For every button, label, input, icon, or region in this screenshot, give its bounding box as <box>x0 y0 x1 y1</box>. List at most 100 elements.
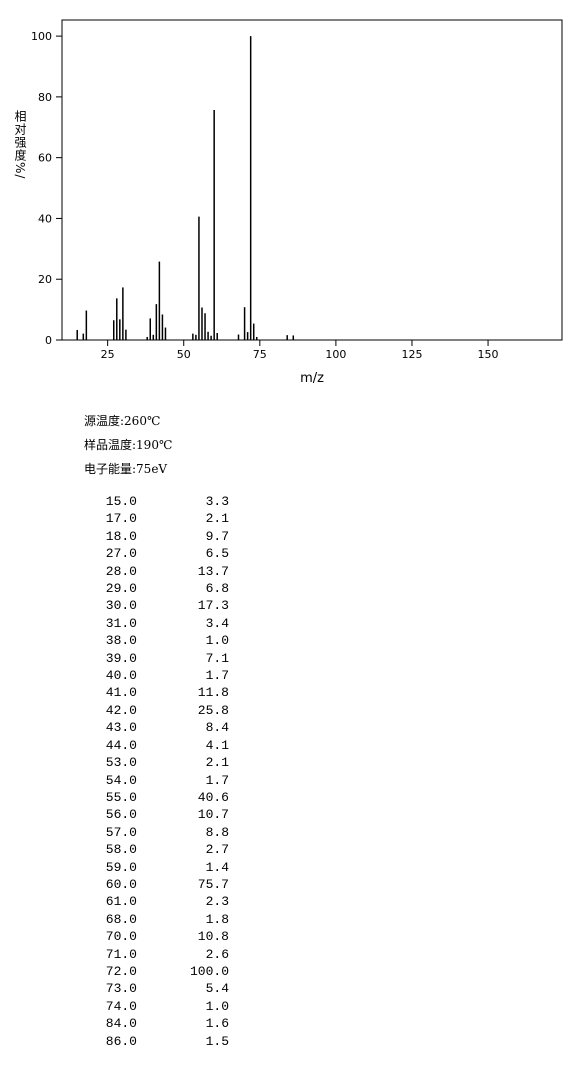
electron-energy: 电子能量:75eV <box>84 462 168 476</box>
y-tick-label: 20 <box>38 273 52 286</box>
peak-row: 86.0 1.5 <box>70 1033 229 1050</box>
intensity: 8.4 <box>205 720 229 736</box>
peak-row: 39.0 7.1 <box>70 650 229 667</box>
peak-row: 68.0 1.8 <box>70 911 229 928</box>
intensity: 6.8 <box>205 581 229 597</box>
x-tick-label: 150 <box>478 348 499 361</box>
mz: 30.0 <box>105 598 137 614</box>
mz: 86.0 <box>105 1033 137 1049</box>
intensity: 40.6 <box>197 789 229 805</box>
peak-row: 29.0 6.8 <box>70 580 229 597</box>
peak-row: 72.0 100.0 <box>70 963 229 980</box>
x-tick-label: 75 <box>253 348 267 361</box>
intensity: 11.8 <box>197 685 229 701</box>
mz: 58.0 <box>105 842 137 858</box>
peak-row: 15.0 3.3 <box>70 493 229 510</box>
peak-row: 61.0 2.3 <box>70 893 229 910</box>
peak-table: 15.0 3.3 17.0 2.1 18.0 9.7 27.0 6.5 28.0 13.7 29.0… <box>70 493 229 1050</box>
mz: 44.0 <box>105 737 137 753</box>
x-tick-label: 50 <box>177 348 191 361</box>
intensity: 13.7 <box>197 563 229 579</box>
mz: 31.0 <box>105 615 137 631</box>
mz: 43.0 <box>105 720 137 736</box>
intensity: 1.0 <box>205 998 229 1014</box>
mz: 59.0 <box>105 859 137 875</box>
peak-row: 31.0 3.4 <box>70 615 229 632</box>
mz: 68.0 <box>105 911 137 927</box>
y-tick-label: 80 <box>38 91 52 104</box>
mz: 57.0 <box>105 824 137 840</box>
mz: 60.0 <box>105 876 137 892</box>
intensity: 5.4 <box>205 981 229 997</box>
peak-row: 74.0 1.0 <box>70 998 229 1015</box>
mz: 42.0 <box>105 702 137 718</box>
sample-temp: 样品温度:190℃ <box>84 438 173 452</box>
y-tick-label: 100 <box>31 30 52 43</box>
peak-row: 27.0 6.5 <box>70 545 229 562</box>
x-axis-label: m/z <box>300 371 324 386</box>
x-tick-label: 25 <box>101 348 115 361</box>
peak-row: 84.0 1.6 <box>70 1015 229 1032</box>
intensity: 1.7 <box>205 772 229 788</box>
intensity: 17.3 <box>197 598 229 614</box>
peak-row: 70.0 10.8 <box>70 928 229 945</box>
peak-row: 38.0 1.0 <box>70 632 229 649</box>
intensity: 1.6 <box>205 1016 229 1032</box>
peak-row: 28.0 13.7 <box>70 563 229 580</box>
intensity: 1.0 <box>205 633 229 649</box>
intensity: 25.8 <box>197 702 229 718</box>
peak-row: 60.0 75.7 <box>70 876 229 893</box>
intensity: 8.8 <box>205 824 229 840</box>
intensity: 3.3 <box>205 494 229 509</box>
intensity: 10.8 <box>197 929 229 945</box>
mz: 72.0 <box>105 963 137 979</box>
mz: 74.0 <box>105 998 137 1014</box>
intensity: 2.7 <box>205 842 229 858</box>
peak-row: 17.0 2.1 <box>70 510 229 527</box>
intensity: 9.7 <box>205 528 229 544</box>
peak-row: 41.0 11.8 <box>70 684 229 701</box>
y-axis-label: 相对强度%/ <box>13 110 27 180</box>
intensity: 7.1 <box>205 650 229 666</box>
mz: 70.0 <box>105 929 137 945</box>
peak-row: 40.0 1.7 <box>70 667 229 684</box>
intensity: 10.7 <box>197 807 229 823</box>
intensity: 1.8 <box>205 911 229 927</box>
intensity: 1.4 <box>205 859 229 875</box>
mz: 71.0 <box>105 946 137 962</box>
mz: 41.0 <box>105 685 137 701</box>
intensity: 2.1 <box>205 755 229 771</box>
mz: 53.0 <box>105 755 137 771</box>
mz: 15.0 <box>105 494 137 509</box>
peak-row: 54.0 1.7 <box>70 772 229 789</box>
y-tick-label: 60 <box>38 152 52 165</box>
peak-row: 43.0 8.4 <box>70 719 229 736</box>
mz: 18.0 <box>105 528 137 544</box>
peak-row: 58.0 2.7 <box>70 841 229 858</box>
chart: m/z 相对强度%/ 0 20 40 60 80 100 25 50 75 100 125 150 <box>13 19 563 386</box>
intensity: 6.5 <box>205 546 229 562</box>
peak-row: 71.0 2.6 <box>70 946 229 963</box>
intensity: 100.0 <box>189 963 229 979</box>
mz: 40.0 <box>105 668 137 684</box>
intensity: 2.3 <box>205 894 229 910</box>
peak-row: 56.0 10.7 <box>70 806 229 823</box>
x-tick-label: 125 <box>401 348 422 361</box>
mz: 38.0 <box>105 633 137 649</box>
intensity: 75.7 <box>197 876 229 892</box>
intensity: 3.4 <box>205 615 229 631</box>
mz: 55.0 <box>105 789 137 805</box>
intensity: 1.5 <box>205 1033 229 1049</box>
mz: 28.0 <box>105 563 137 579</box>
peak-row: 30.0 17.3 <box>70 597 229 614</box>
peak-row: 55.0 40.6 <box>70 789 229 806</box>
peak-row: 59.0 1.4 <box>70 859 229 876</box>
y-tick-label: 0 <box>45 334 52 347</box>
mz: 61.0 <box>105 894 137 910</box>
intensity: 2.6 <box>205 946 229 962</box>
peak-row: 73.0 5.4 <box>70 980 229 997</box>
mz: 17.0 <box>105 511 137 527</box>
mz: 84.0 <box>105 1016 137 1032</box>
peak-row: 44.0 4.1 <box>70 737 229 754</box>
